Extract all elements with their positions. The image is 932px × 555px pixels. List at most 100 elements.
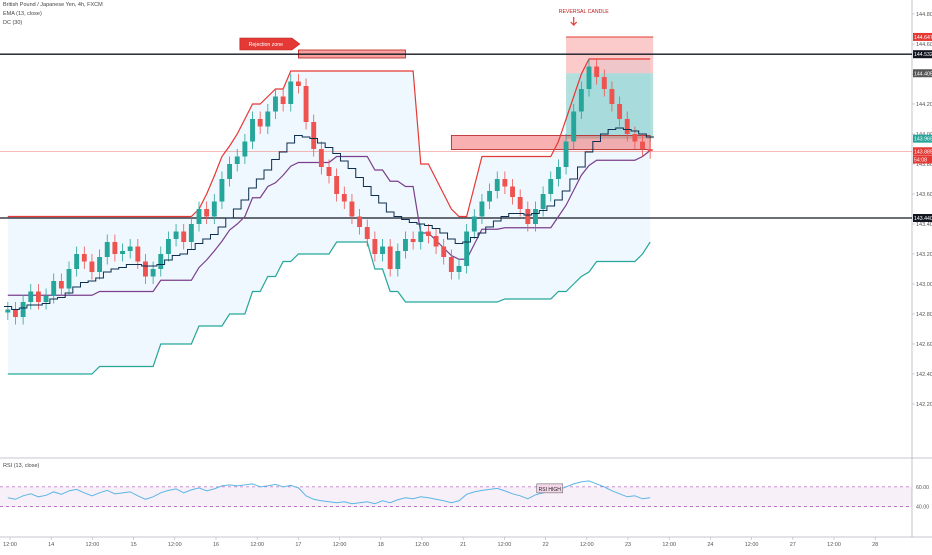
price-label-box (913, 134, 932, 143)
price-label-box (913, 214, 932, 222)
candle-body (517, 197, 523, 209)
donchian-fill (7, 59, 651, 374)
candle-body (43, 296, 49, 302)
candle-body (150, 269, 156, 277)
candle-body (204, 209, 210, 217)
rsi-tick-label: 40.00 (916, 505, 929, 511)
x-tick-label: 16 (213, 542, 219, 548)
candle-body (5, 309, 11, 313)
candle-body (20, 302, 26, 317)
candle-body (104, 242, 110, 257)
price-label-text: 144.532 (914, 52, 932, 58)
x-tick-label: 12:00 (86, 542, 100, 548)
donchian-upper-line (7, 58, 651, 218)
x-tick-label: 28 (872, 542, 878, 548)
candle-body (326, 167, 332, 176)
candle-body (494, 179, 500, 191)
y-tick-label: 142.600 (916, 342, 932, 348)
candle-body (471, 216, 477, 232)
candle-body (295, 81, 301, 86)
candle-body (334, 176, 340, 194)
candle-body (341, 194, 347, 202)
candle-body (425, 231, 431, 236)
candle-body (395, 251, 401, 269)
candle-body (318, 149, 324, 167)
x-tick-label: 12:00 (745, 542, 759, 548)
candle-body (349, 201, 355, 217)
y-tick-label: 142.200 (916, 402, 932, 408)
candle-body (364, 227, 370, 239)
x-tick-label: 24 (707, 542, 713, 548)
candle-body (35, 291, 41, 302)
candle-body (112, 242, 118, 254)
y-tick-label: 143.800 (916, 162, 932, 168)
x-tick-label: 23 (625, 542, 631, 548)
candle-body (127, 246, 133, 251)
price-label-text: 144.647 (914, 35, 932, 41)
y-tick-label: 144.200 (916, 102, 932, 108)
candle-body (58, 281, 64, 289)
stop-loss-zone (566, 36, 654, 74)
y-tick-label: 143.000 (916, 282, 932, 288)
candle-body (555, 167, 561, 179)
candle-body (273, 96, 278, 112)
x-tick-label: 12:00 (333, 542, 347, 548)
candle-body (456, 266, 462, 272)
rsi-tick-label: 60.00 (916, 485, 929, 491)
ema-line (4, 127, 654, 310)
candle-body (502, 179, 508, 187)
candle-body (548, 179, 554, 194)
candle-body (51, 281, 57, 296)
x-tick-label: 12:00 (168, 542, 182, 548)
reversal-arrow-icon (570, 17, 578, 27)
symbol-title: British Pound / Japanese Yen, 4h, FXCM (3, 2, 103, 8)
candle-body (242, 141, 248, 157)
candle-body (617, 104, 623, 119)
candle-body (594, 66, 600, 77)
candle-body (510, 186, 515, 197)
candle-body (196, 209, 202, 224)
price-label-text: 143.885 (914, 149, 932, 155)
candle-body (135, 246, 141, 262)
rsi-band-fill (0, 486, 912, 507)
price-label-text: 143.440 (914, 216, 932, 222)
x-tick-label: 12:00 (662, 542, 676, 548)
candle-body (250, 119, 255, 142)
y-tick-label: 144.600 (916, 42, 932, 48)
y-tick-label: 143.400 (916, 222, 932, 228)
chart-legend: British Pound / Japanese Yen, 4h, FXCM E… (3, 1, 103, 28)
candle-body (188, 224, 194, 242)
rsi-high-label: RSI HIGH (539, 487, 562, 493)
reversal-candle-label: REVERSAL CANDLE (559, 9, 610, 15)
candle-body (525, 209, 531, 224)
price-label-box (913, 32, 932, 41)
price-label-box (913, 50, 932, 59)
candle-body (219, 179, 225, 202)
price-label-box (913, 69, 932, 78)
x-tick-label: 12:00 (250, 542, 264, 548)
resistance-zone-box (450, 135, 651, 150)
candle-body (227, 164, 233, 179)
y-tick-label: 143.600 (916, 192, 932, 198)
candle-body (66, 269, 72, 289)
x-tick-label: 18 (378, 542, 384, 548)
candle-body (303, 86, 309, 122)
y-tick-label: 143.200 (916, 252, 932, 258)
x-tick-label: 12:00 (3, 542, 17, 548)
candle-body (257, 119, 263, 127)
candle-body (647, 149, 653, 152)
x-tick-label: 12:00 (415, 542, 429, 548)
price-label-text: 143.969 (914, 137, 932, 143)
candle-body (410, 239, 416, 242)
candle-body (403, 239, 408, 251)
candle-body (380, 246, 385, 254)
x-tick-label: 21 (460, 542, 466, 548)
candle-body (578, 89, 584, 112)
candle-body (234, 156, 240, 164)
candle-body (387, 246, 393, 269)
donchian-lower-line (7, 241, 651, 375)
candle-body (632, 134, 638, 142)
candle-body (533, 209, 538, 224)
